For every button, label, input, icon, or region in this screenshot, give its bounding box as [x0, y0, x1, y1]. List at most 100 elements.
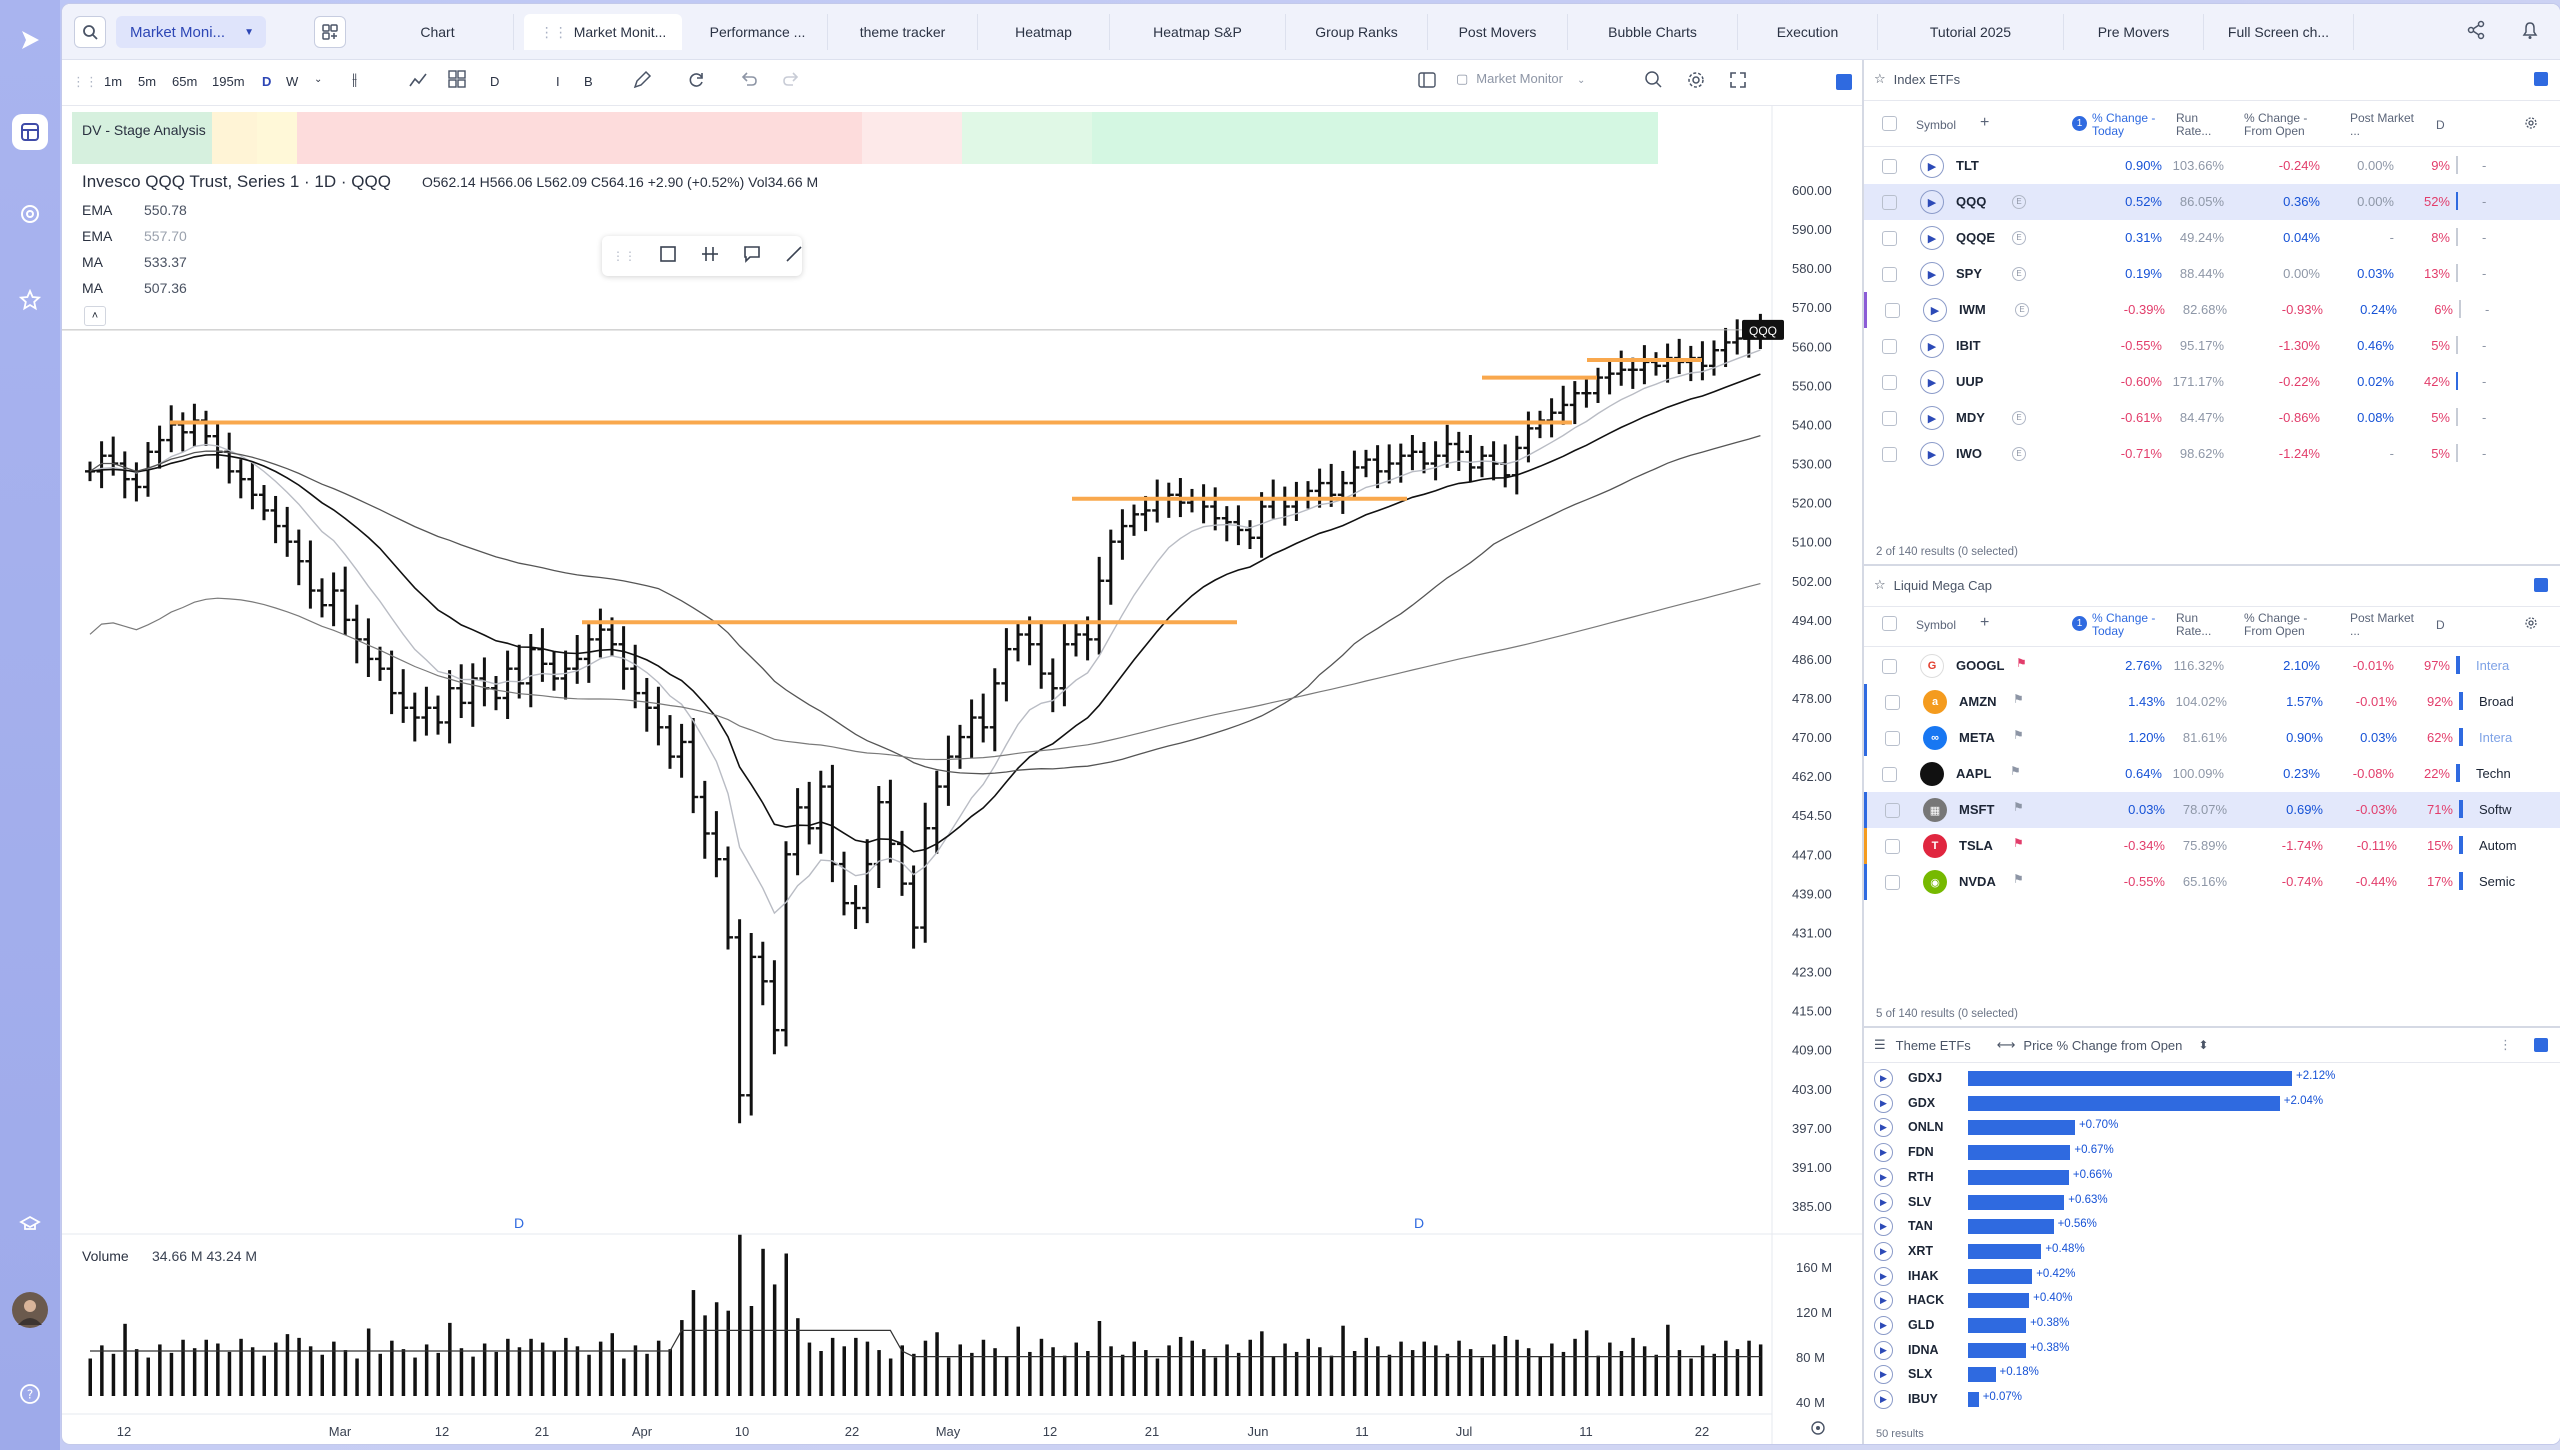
tab-group-ranks[interactable]: Group Ranks	[1286, 14, 1428, 50]
symbol-cell[interactable]: SLV	[1908, 1194, 1932, 1209]
list-item[interactable]: ▶ IBUY +0.07%	[1864, 1387, 2560, 1411]
row-checkbox[interactable]	[1885, 695, 1900, 710]
play-icon[interactable]: ▶	[1920, 154, 1944, 178]
tab-heatmap-sp[interactable]: Heatmap S&P	[1110, 14, 1286, 50]
symbol-cell[interactable]: MSFT	[1959, 802, 1995, 817]
col-d[interactable]: D	[2436, 118, 2445, 132]
symbol-cell[interactable]: IDNA	[1908, 1342, 1939, 1357]
tab-full-screen[interactable]: Full Screen ch...	[2204, 14, 2354, 50]
collapse-legend-button[interactable]: ˄	[84, 306, 106, 326]
trendline-tool-icon[interactable]	[784, 244, 804, 269]
symbol-cell[interactable]: AMZN	[1959, 694, 1997, 709]
symbol-cell[interactable]: QQQ	[1956, 194, 1987, 209]
col-symbol[interactable]: Symbol	[1916, 118, 1957, 132]
panel-link-icon[interactable]	[2534, 1038, 2548, 1052]
table-row[interactable]: T TSLA ⚑ -0.34% 75.89% -1.74% -0.11% 15% Autom	[1864, 828, 2560, 864]
table-row[interactable]: ▶ SPY E 0.19% 88.44% 0.00% 0.03% 13% -	[1864, 256, 2560, 292]
play-icon[interactable]: ▶	[1874, 1217, 1893, 1237]
play-icon[interactable]: ▶	[1874, 1118, 1893, 1138]
symbol-cell[interactable]: GDX	[1908, 1095, 1936, 1110]
row-checkbox[interactable]	[1882, 159, 1897, 174]
tab-chart[interactable]: Chart	[362, 14, 514, 50]
layout-panel-icon[interactable]	[1418, 71, 1436, 92]
row-checkbox[interactable]	[1882, 767, 1897, 782]
symbol-cell[interactable]: QQQE	[1956, 230, 1996, 245]
list-icon[interactable]: ☰	[1874, 1037, 1886, 1052]
symbol-cell[interactable]: GLD	[1908, 1318, 1935, 1332]
bell-icon[interactable]	[2520, 20, 2540, 45]
play-icon[interactable]: ▶	[1874, 1192, 1893, 1212]
symbol-cell[interactable]: NVDA	[1959, 874, 1996, 889]
table-row[interactable]: ◉ NVDA ⚑ -0.55% 65.16% -0.74% -0.44% 17% Semic	[1864, 864, 2560, 900]
list-item[interactable]: ▶ GDXJ +2.12%	[1864, 1066, 2560, 1090]
col-symbol[interactable]: Symbol	[1916, 618, 1957, 632]
play-icon[interactable]: ▶	[1920, 370, 1944, 394]
avatar[interactable]	[12, 1292, 48, 1328]
list-item[interactable]: ▶ GLD +0.38%	[1864, 1313, 2560, 1337]
col-change-open[interactable]: % Change - From Open	[2244, 611, 2308, 638]
radar-icon[interactable]	[12, 196, 48, 232]
price-chart[interactable]: 600.00 590.00 580.00 570.00 560.00 550.00 540.…	[62, 106, 1862, 1444]
play-icon[interactable]: ▶	[1920, 262, 1944, 286]
symbol-cell[interactable]: AAPL	[1956, 766, 1992, 781]
help-icon[interactable]: ?	[12, 1376, 48, 1412]
play-icon[interactable]: ▶	[1920, 442, 1944, 466]
symbol-cell[interactable]: GDXJ	[1908, 1071, 1943, 1085]
play-icon[interactable]: ▶	[1874, 1340, 1893, 1360]
play-icon[interactable]: ▶	[1874, 1167, 1893, 1187]
symbol-cell[interactable]: FDN	[1908, 1145, 1934, 1160]
tab-bubble-charts[interactable]: Bubble Charts	[1568, 14, 1738, 50]
flag-icon[interactable]: ⚑	[2013, 836, 2024, 850]
gear-icon[interactable]	[2524, 616, 2538, 633]
row-checkbox[interactable]	[1885, 839, 1900, 854]
list-item[interactable]: ▶ SLX +0.18%	[1864, 1362, 2560, 1386]
play-icon[interactable]: ▶	[1874, 1390, 1893, 1410]
sort-arrow-icon[interactable]: ⬍	[2198, 1038, 2209, 1052]
toolbar-d[interactable]: D	[490, 74, 500, 89]
indicators-icon[interactable]	[408, 70, 428, 93]
symbol-cell[interactable]: UUP	[1956, 374, 1984, 389]
play-icon[interactable]: ▶	[1874, 1266, 1893, 1286]
symbol-cell[interactable]: TAN	[1908, 1219, 1933, 1234]
row-checkbox[interactable]	[1885, 303, 1900, 318]
col-run-rate[interactable]: Run Rate...	[2176, 611, 2212, 638]
toolbar-b[interactable]: B	[584, 74, 593, 89]
refresh-icon[interactable]	[686, 70, 706, 93]
play-icon[interactable]: ▶	[1920, 334, 1944, 358]
play-icon[interactable]: ▶	[1874, 1143, 1893, 1163]
table-row[interactable]: ▶ IBIT -0.55% 95.17% -1.30% 0.46% 5% -	[1864, 328, 2560, 364]
row-checkbox[interactable]	[1885, 731, 1900, 746]
list-item[interactable]: ▶ TAN +0.56%	[1864, 1214, 2560, 1238]
col-post-market[interactable]: Post Market ...	[2350, 611, 2415, 638]
symbol-cell[interactable]: XRT	[1908, 1243, 1933, 1258]
table-row[interactable]: ▶ TLT 0.90% 103.66% -0.24% 0.00% 9% -	[1864, 148, 2560, 184]
interval-w[interactable]: W	[286, 74, 299, 89]
star-icon[interactable]: ☆	[1874, 71, 1886, 86]
col-change-open[interactable]: % Change - From Open	[2244, 111, 2308, 138]
list-item[interactable]: ▶ FDN +0.67%	[1864, 1140, 2560, 1164]
settings-icon[interactable]	[1810, 1420, 1826, 1441]
table-row[interactable]: ▶ IWM E -0.39% 82.68% -0.93% 0.24% 6% -	[1864, 292, 2560, 328]
redo-icon[interactable]	[782, 70, 802, 93]
table-row[interactable]: ▶ UUP -0.60% 171.17% -0.22% 0.02% 42% -	[1864, 364, 2560, 400]
list-item[interactable]: ▶ XRT +0.48%	[1864, 1239, 2560, 1263]
flag-icon[interactable]: ⚑	[2013, 692, 2024, 706]
table-row[interactable]: AAPL ⚑ 0.64% 100.09% 0.23% -0.08% 22% Techn	[1864, 756, 2560, 792]
chart-canvas[interactable]: 600.00 590.00 580.00 570.00 560.00 550.00 540.…	[62, 106, 1862, 1444]
templates-icon[interactable]	[448, 70, 466, 91]
candle-type-icon[interactable]: ⫲	[352, 71, 358, 88]
symbol-cell[interactable]: SLX	[1908, 1367, 1933, 1382]
list-item[interactable]: ▶ HACK +0.40%	[1864, 1288, 2560, 1312]
play-icon[interactable]: ▶	[1874, 1093, 1893, 1113]
toolbar-i[interactable]: I	[556, 74, 560, 89]
symbol-cell[interactable]: RTH	[1908, 1169, 1934, 1184]
play-icon[interactable]: ▶	[1874, 1291, 1893, 1311]
symbol-cell[interactable]: IWM	[1959, 302, 1986, 317]
tab-market-monitor[interactable]: ⋮⋮ Market Monit...	[524, 14, 682, 50]
star-icon[interactable]: ☆	[1874, 577, 1886, 592]
row-checkbox[interactable]	[1885, 875, 1900, 890]
row-checkbox[interactable]	[1882, 339, 1897, 354]
chevron-down-icon[interactable]: ⌄	[314, 74, 323, 85]
symbol-cell[interactable]: IWO	[1956, 446, 1982, 461]
star-icon[interactable]	[12, 282, 48, 318]
